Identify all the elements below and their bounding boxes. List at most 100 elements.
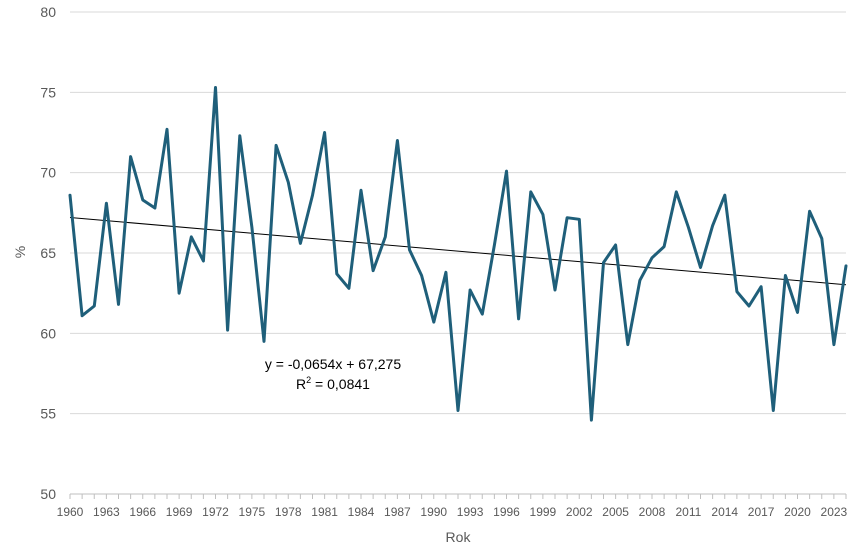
data-point: [760, 285, 763, 288]
y-tick-label: 60: [40, 325, 56, 341]
trendline: [69, 217, 847, 286]
x-axis: 1960 1963 1966 1969 1972 1975 1978 1981 1984 1987…: [57, 493, 848, 519]
trendline-r2: R2 = 0,0841: [296, 375, 370, 392]
data-point: [275, 144, 278, 147]
data-point: [105, 202, 108, 205]
y-tick-label: 50: [40, 486, 56, 502]
y-tick-label: 55: [40, 406, 56, 422]
data-point: [323, 131, 326, 134]
data-point: [238, 134, 241, 137]
y-axis-ticks: 50 55 60 65 70 75 80: [40, 4, 56, 502]
x-tick-label: 2008: [639, 505, 666, 519]
data-point: [469, 288, 472, 291]
x-tick-label: 1966: [129, 505, 156, 519]
data-point: [335, 272, 338, 275]
data-point: [69, 194, 72, 197]
r2-letter: R: [296, 376, 306, 392]
x-tick-label: 1978: [275, 505, 302, 519]
data-point: [626, 343, 629, 346]
x-tick-label: 2020: [784, 505, 811, 519]
data-point: [723, 194, 726, 197]
data-point: [493, 243, 496, 246]
data-point: [832, 343, 835, 346]
data-point: [129, 155, 132, 158]
x-tick-label: 1984: [348, 505, 375, 519]
data-point: [845, 264, 848, 267]
r2-superscript: 2: [306, 375, 311, 385]
data-point: [772, 409, 775, 412]
x-tick-label: 1987: [384, 505, 411, 519]
data-point: [263, 340, 266, 343]
x-tick-label: 2002: [566, 505, 593, 519]
data-point: [396, 139, 399, 142]
data-point: [384, 235, 387, 238]
data-point: [651, 256, 654, 259]
data-point: [808, 210, 811, 213]
x-tick-label: 2017: [748, 505, 775, 519]
x-tick-label: 1975: [239, 505, 266, 519]
x-tick-label: 1981: [311, 505, 338, 519]
data-point: [166, 128, 169, 131]
data-point: [590, 419, 593, 422]
data-point: [699, 266, 702, 269]
data-point: [287, 181, 290, 184]
x-tick-label: 2014: [711, 505, 738, 519]
x-tick-label: 1963: [93, 505, 120, 519]
data-point: [675, 190, 678, 193]
data-point: [214, 86, 217, 89]
trendline-layer: [69, 217, 847, 286]
data-point: [554, 288, 557, 291]
y-tick-label: 75: [40, 84, 56, 100]
y-tick-label: 80: [40, 4, 56, 20]
data-point: [226, 329, 229, 332]
data-point: [190, 235, 193, 238]
data-point: [602, 261, 605, 264]
data-point: [299, 242, 302, 245]
data-point: [360, 189, 363, 192]
data-point: [457, 409, 460, 412]
x-tick-label: 1990: [420, 505, 447, 519]
x-tick-label: 1972: [202, 505, 229, 519]
data-point: [748, 305, 751, 308]
data-point: [638, 279, 641, 282]
x-tick-label: 1960: [57, 505, 84, 519]
data-point: [481, 313, 484, 316]
x-tick-label: 1999: [530, 505, 557, 519]
data-point: [311, 194, 314, 197]
data-point: [117, 303, 120, 306]
data-point: [141, 198, 144, 201]
y-tick-label: 65: [40, 245, 56, 261]
data-point: [541, 213, 544, 216]
data-point: [505, 170, 508, 173]
data-point: [711, 224, 714, 227]
y-tick-label: 70: [40, 165, 56, 181]
data-point: [93, 305, 96, 308]
data-point: [81, 314, 84, 317]
data-point: [529, 190, 532, 193]
data-point: [178, 292, 181, 295]
data-point: [432, 321, 435, 324]
x-tick-label: 1969: [166, 505, 193, 519]
data-point: [820, 237, 823, 240]
data-point: [420, 274, 423, 277]
trendline-equation: y = -0,0654x + 67,275: [265, 356, 401, 372]
gridlines: [70, 11, 846, 415]
series-layer: [68, 86, 848, 422]
data-point: [614, 243, 617, 246]
x-axis-title: Rok: [446, 529, 472, 545]
data-point: [408, 248, 411, 251]
data-point: [687, 226, 690, 229]
data-point: [372, 269, 375, 272]
data-point: [517, 317, 520, 320]
x-tick-label: 1996: [493, 505, 520, 519]
x-tick-label: 2023: [821, 505, 848, 519]
data-point: [347, 287, 350, 290]
x-tick-label: 2005: [602, 505, 629, 519]
data-point: [796, 311, 799, 314]
x-tick-label: 1993: [457, 505, 484, 519]
r2-value: = 0,0841: [311, 376, 370, 392]
series-line: [68, 86, 848, 422]
data-point: [153, 207, 156, 210]
data-point: [566, 216, 569, 219]
